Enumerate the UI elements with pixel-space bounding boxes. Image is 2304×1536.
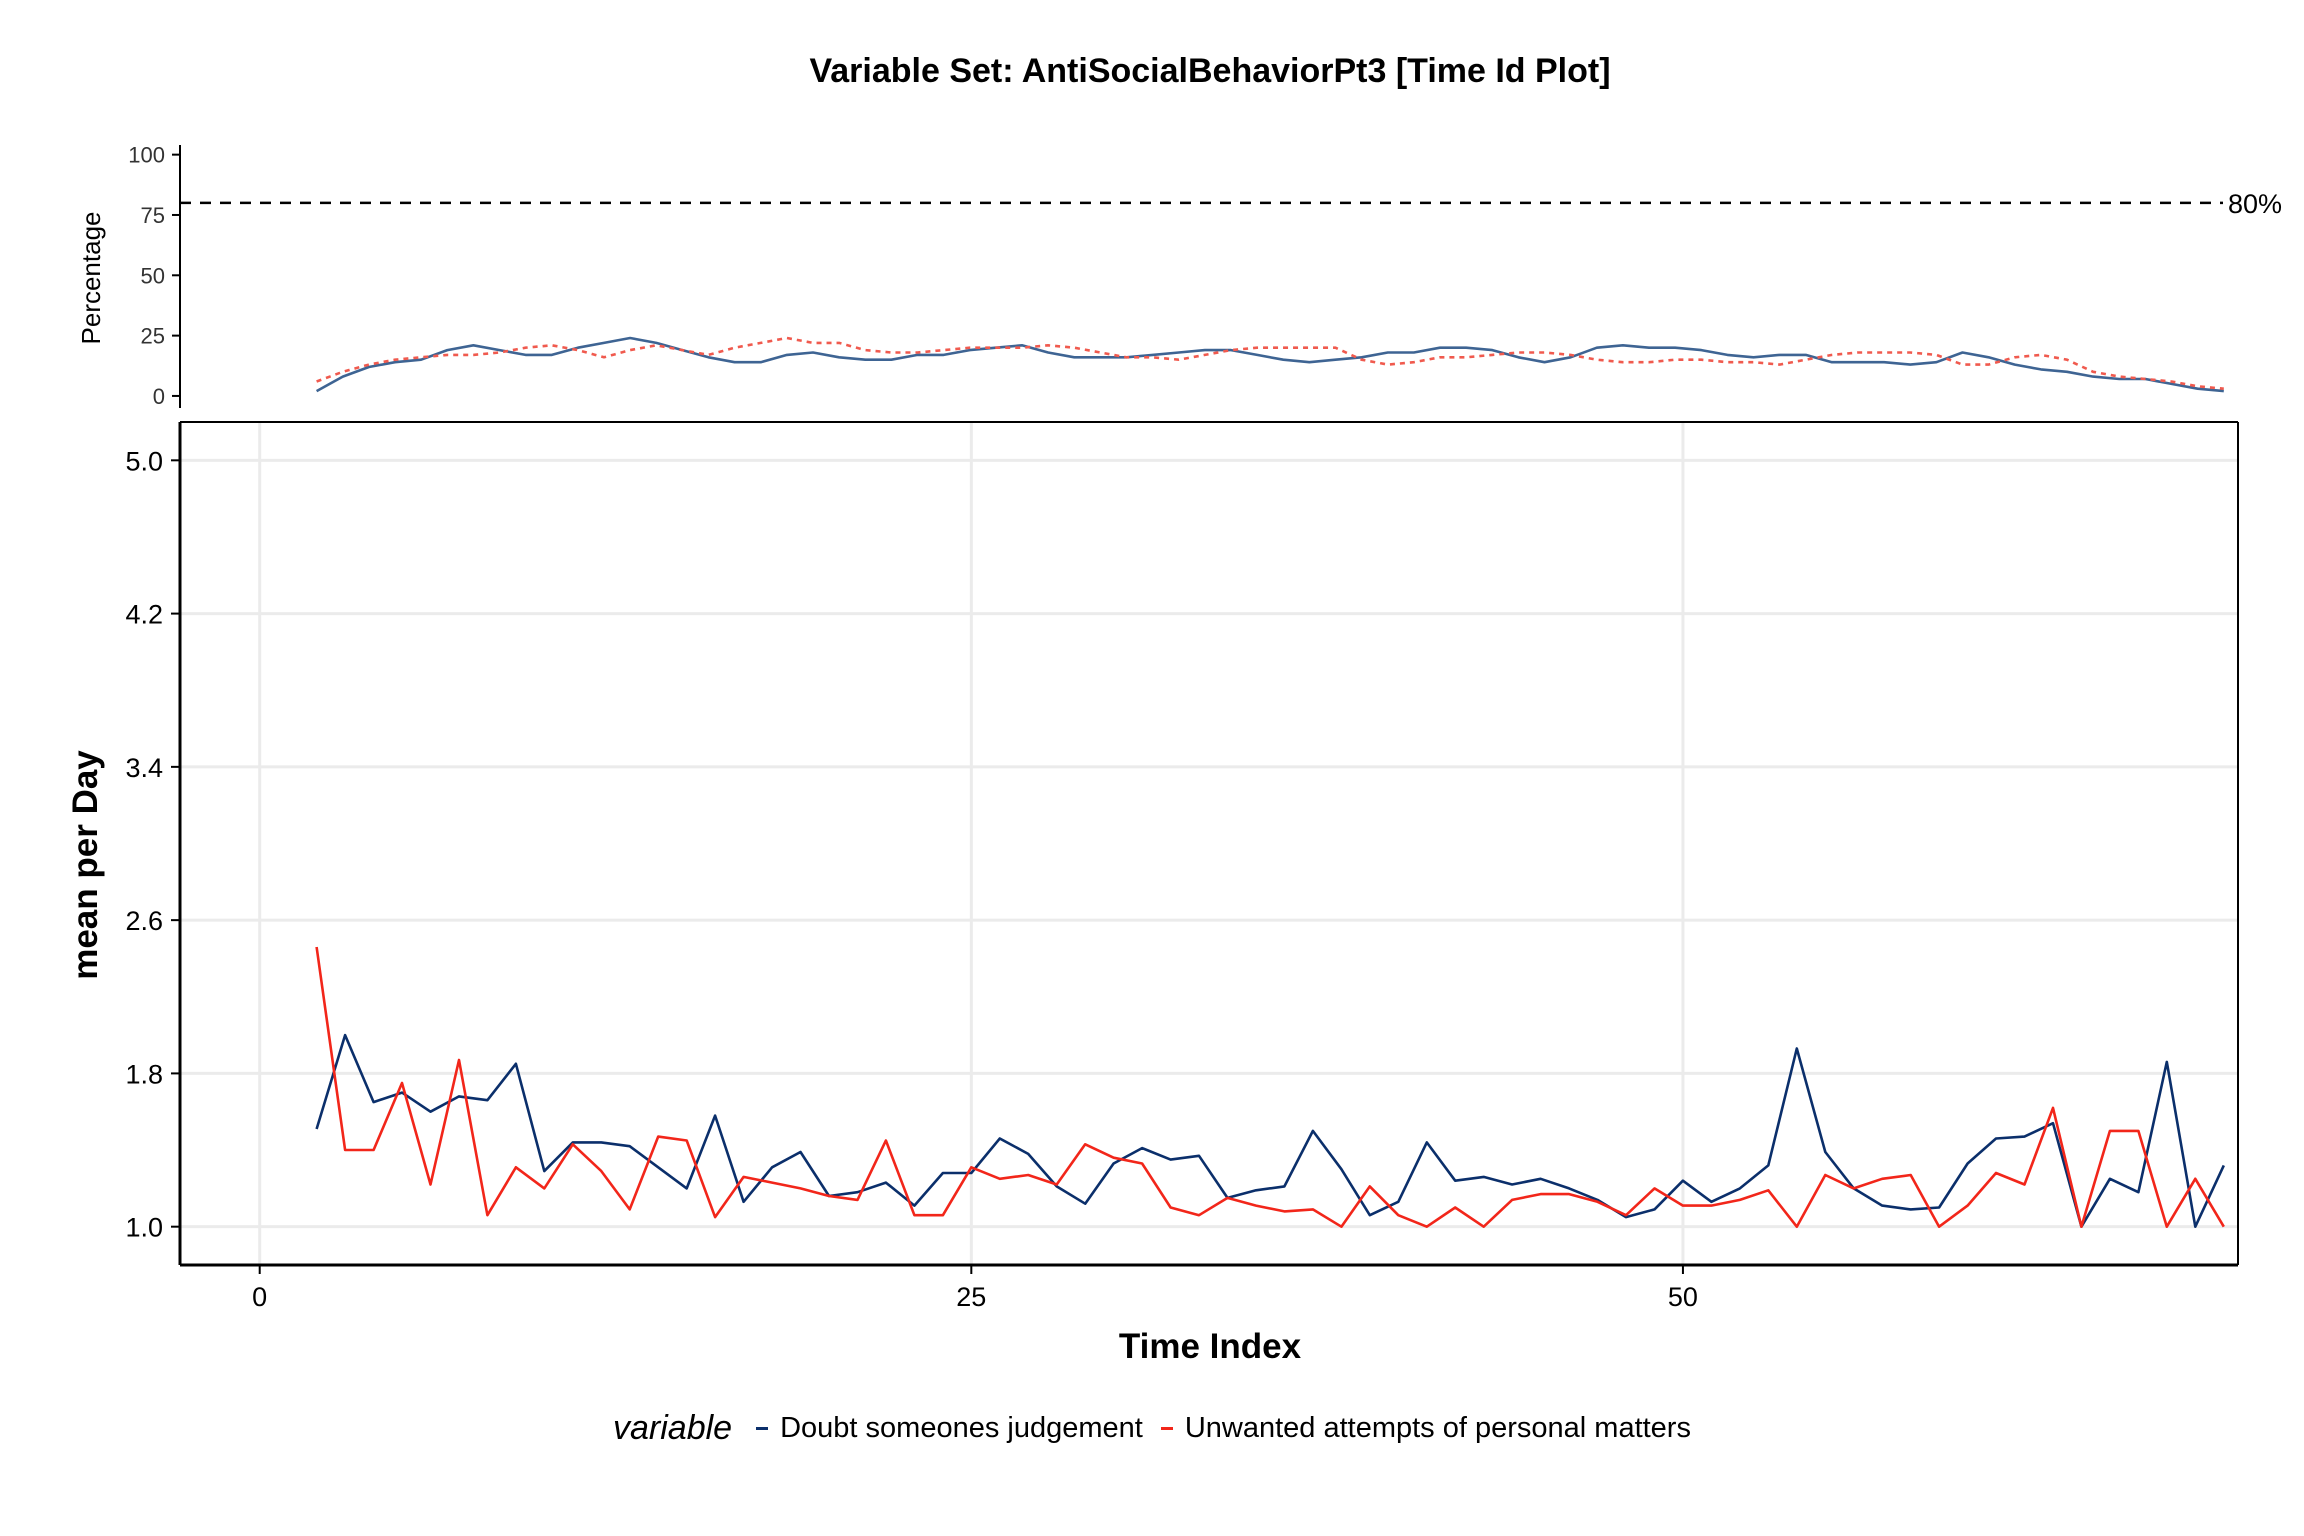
legend-item-unwanted: Unwanted attempts of personal matters: [1160, 1411, 1691, 1445]
y-tick-label: 4.2: [125, 600, 163, 630]
x-axis-label: Time Index: [1119, 1327, 1302, 1366]
chart-title: Variable Set: AntiSocialBehaviorPt3 [Tim…: [809, 52, 1610, 90]
percentage-line-unwanted_pct: [316, 336, 2224, 390]
y-tick-label: 5.0: [125, 446, 163, 476]
legend-label-doubt: Doubt someones judgement: [780, 1411, 1143, 1444]
series-line-unwanted: [315, 946, 2225, 1228]
percentage-axis-label: Percentage: [76, 212, 106, 345]
percentage-y-tick-label: 75: [141, 203, 165, 228]
x-tick-label: 25: [956, 1282, 986, 1312]
y-tick-label: 1.8: [125, 1059, 163, 1089]
legend-key-doubt: [756, 1426, 769, 1430]
percentage-y-tick-label: 50: [141, 263, 165, 288]
percentage-y-tick-label: 100: [128, 143, 165, 168]
legend-label-unwanted: Unwanted attempts of personal matters: [1184, 1411, 1691, 1444]
y-tick-label: 3.4: [125, 753, 163, 783]
main-panel: 1.0 1.8 2.6 3.4 4.2 5.0 0 25 50: [125, 421, 2239, 1312]
y-axis-label: mean per Day: [66, 750, 105, 980]
legend-item-doubt: Doubt someones judgement: [756, 1412, 1143, 1445]
x-tick-label: 0: [252, 1282, 267, 1312]
legend-key-unwanted: [1160, 1426, 1173, 1430]
percentage-panel: 0 25 50 75 100 80%: [128, 143, 2282, 409]
legend: variable Doubt someones judgement Unwant…: [0, 1398, 2304, 1458]
y-tick-label: 2.6: [125, 906, 163, 936]
percentage-y-tick-label: 25: [141, 324, 165, 349]
percentage-line-doubt_pct: [315, 336, 2224, 393]
percentage-y-tick-label: 0: [153, 384, 165, 409]
legend-title: variable: [613, 1408, 733, 1447]
x-tick-label: 50: [1668, 1282, 1698, 1312]
threshold-label: 80%: [2228, 189, 2282, 219]
y-tick-label: 1.0: [125, 1213, 163, 1243]
series-line-doubt: [315, 1033, 2225, 1228]
